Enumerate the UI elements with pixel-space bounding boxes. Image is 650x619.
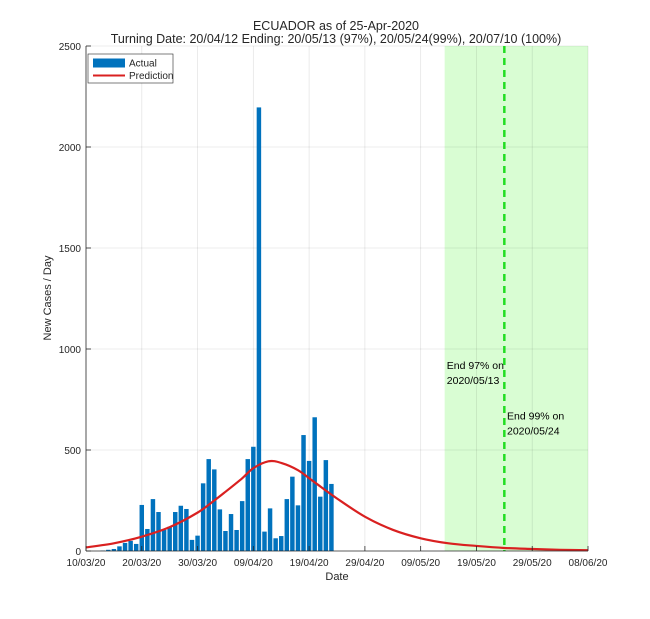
x-tick-label: 08/06/20: [569, 558, 608, 569]
x-tick-label: 20/03/20: [122, 558, 161, 569]
y-tick-label: 0: [75, 547, 81, 558]
bar-26-03: [173, 512, 178, 551]
axis-layer: 10/03/20 20/03/20 30/03/20 09/04/20 19/04/20…: [59, 42, 608, 569]
bar-13-04: [273, 538, 278, 551]
bar-02-04: [212, 469, 217, 551]
bar-layer: [100, 107, 334, 552]
bar-10-04: [256, 107, 262, 552]
bar-31-03: [200, 483, 206, 551]
x-tick-label: 09/04/20: [234, 558, 273, 569]
bar-06-04: [234, 529, 239, 551]
chart-subtitle: Turning Date: 20/04/12 Ending: 20/05/13 …: [111, 32, 562, 46]
bar-04-04: [223, 531, 228, 551]
bar-27-03: [178, 505, 184, 551]
bar-18-03: [128, 540, 133, 551]
bar-12-04: [267, 508, 273, 551]
x-tick-label: 10/03/20: [67, 558, 106, 569]
bar-19-04: [306, 460, 312, 551]
x-tick-label: 19/04/20: [290, 558, 329, 569]
bar-14-03: [106, 549, 111, 551]
shade-layer: [444, 46, 588, 551]
x-tick-label: 30/03/20: [178, 558, 217, 569]
bar-22-03: [150, 499, 156, 551]
annotation-end-97: End 97% on 2020/05/13: [447, 360, 504, 387]
x-tick-label: 19/05/20: [457, 558, 496, 569]
annotation-line: End 97% on: [447, 360, 504, 372]
bar-22-04: [323, 460, 329, 551]
shaded-ending-region: [444, 46, 588, 551]
bar-15-04: [284, 499, 290, 551]
x-tick-label: 29/05/20: [513, 558, 552, 569]
bar-21-03: [145, 528, 150, 551]
bar-20-04: [312, 417, 317, 551]
annotation-line: 2020/05/24: [507, 426, 560, 438]
bar-25-03: [167, 526, 172, 551]
bar-18-04: [301, 435, 306, 551]
y-tick-label: 1000: [59, 345, 82, 356]
annot-layer: End 97% on 2020/05/13 End 99% on 2020/05/24: [447, 360, 565, 438]
bar-07-04: [239, 501, 245, 551]
bar-20-03: [139, 504, 145, 551]
x-tick-label: 29/04/20: [345, 558, 384, 569]
bar-08-04: [245, 459, 250, 551]
x-tick-label: 09/05/20: [401, 558, 440, 569]
y-tick-label: 2000: [59, 143, 82, 154]
annotation-line: 2020/05/13: [447, 375, 500, 387]
bar-23-04: [329, 483, 334, 551]
legend-swatch-actual: [93, 58, 125, 68]
bar-21-04: [318, 496, 323, 551]
bar-16-04: [290, 476, 295, 551]
bar-29-03: [189, 539, 195, 551]
line-layer: [85, 459, 589, 552]
bar-14-04: [278, 536, 284, 551]
bar-15-03: [111, 548, 117, 551]
legend: Actual Prediction: [87, 53, 173, 84]
bar-24-03: [161, 529, 167, 551]
prediction-line: [85, 459, 589, 552]
y-axis-label: New Cases / Day: [42, 255, 54, 340]
bar-16-03: [117, 546, 122, 551]
y-tick-label: 1500: [59, 244, 82, 255]
bar-11-04: [262, 531, 267, 551]
y-tick-label: 500: [64, 446, 81, 457]
bar-19-03: [133, 543, 139, 551]
bar-03-04: [217, 509, 223, 551]
legend-label-actual: Actual: [129, 59, 157, 70]
annotation-end-99: End 99% on 2020/05/24: [507, 411, 564, 438]
annotation-line: End 99% on: [507, 411, 564, 423]
bar-30-03: [195, 535, 200, 551]
y-tick-label: 2500: [59, 42, 82, 53]
legend-label-prediction: Prediction: [129, 71, 173, 82]
bar-28-03: [184, 508, 189, 551]
x-axis-label: Date: [325, 571, 348, 583]
bar-05-04: [228, 514, 234, 551]
bar-17-04: [295, 505, 301, 551]
bar-17-03: [122, 542, 128, 551]
chart-title: ECUADOR as of 25-Apr-2020: [253, 19, 419, 33]
bar-09-04: [251, 446, 256, 551]
